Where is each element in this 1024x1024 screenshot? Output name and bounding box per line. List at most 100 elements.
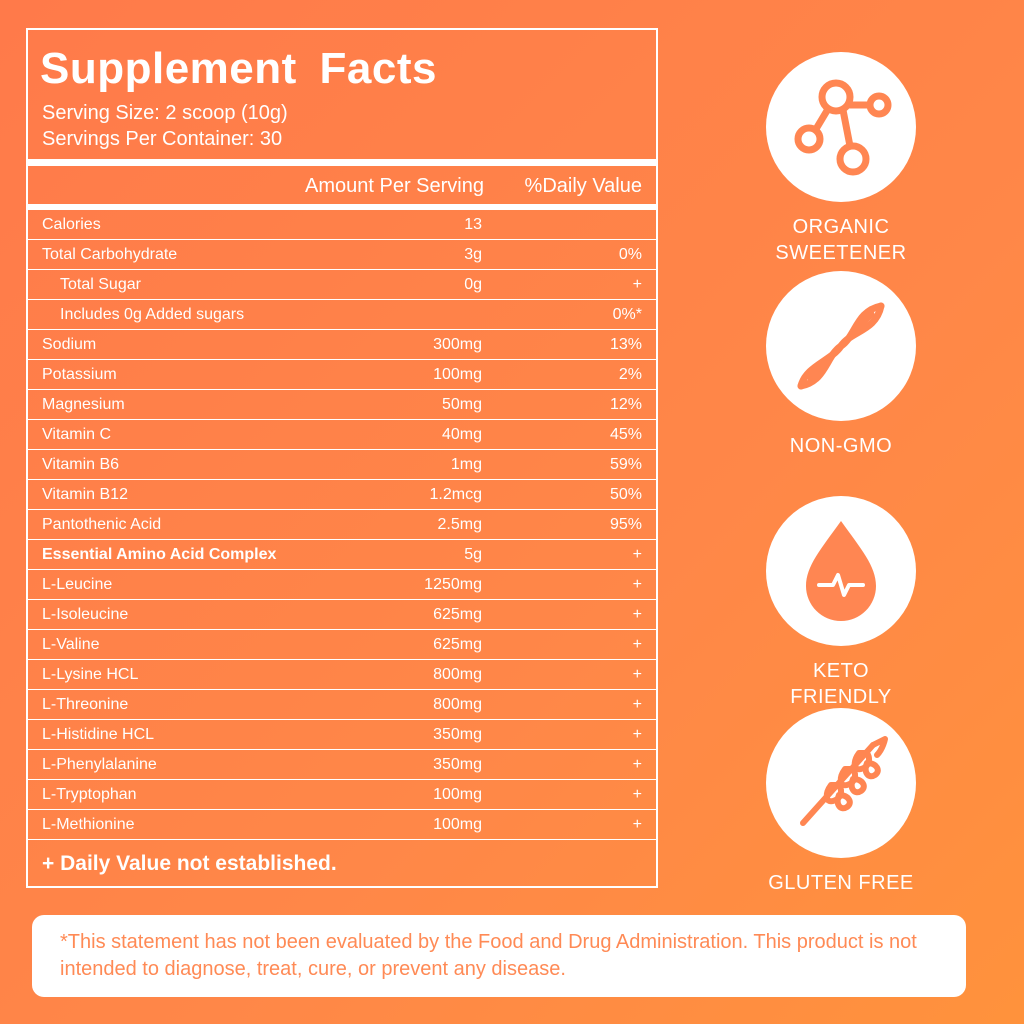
nutrient-dv: + xyxy=(632,756,642,773)
table-row: Vitamin C 40mg 45% xyxy=(28,420,656,450)
thick-divider xyxy=(28,204,656,210)
badge-label: ORGANIC SWEETENER xyxy=(761,214,921,266)
nutrient-dv: + xyxy=(632,726,642,743)
nutrient-dv: + xyxy=(632,816,642,833)
nutrient-dv: + xyxy=(632,546,642,563)
nutrient-name: Total Carbohydrate xyxy=(42,246,178,263)
nutrient-amount: 1.2mcg xyxy=(429,486,482,503)
nutrient-amount: 625mg xyxy=(433,606,482,623)
nutrient-amount: 1250mg xyxy=(424,576,482,593)
table-row: Potassium 100mg 2% xyxy=(28,360,656,390)
nutrient-name: Sodium xyxy=(42,336,97,353)
nutrient-dv: + xyxy=(632,576,642,593)
nutrient-dv: + xyxy=(632,636,642,653)
table-row: L-Leucine 1250mg + xyxy=(28,570,656,600)
daily-value-footnote: + Daily Value not established. xyxy=(42,852,337,875)
nutrient-name: L-Methionine xyxy=(42,816,135,833)
nutrient-name: L-Histidine HCL xyxy=(42,726,155,743)
nutrient-amount: 300mg xyxy=(433,336,482,353)
nutrient-dv: + xyxy=(632,276,642,293)
badge-circle xyxy=(766,708,916,858)
badge-label-line: NON-GMO xyxy=(789,435,893,457)
nutrient-amount: 800mg xyxy=(433,666,482,683)
table-row: Essential Amino Acid Complex 5g + xyxy=(28,540,656,570)
table-row: L-Phenylalanine 350mg + xyxy=(28,750,656,780)
fda-disclaimer: *This statement has not been evaluated b… xyxy=(32,915,966,997)
table-row: Sodium 300mg 13% xyxy=(28,330,656,360)
table-row: Calories 13 xyxy=(28,210,656,240)
badge-non-gmo: NON-GMO xyxy=(761,271,921,459)
nutrient-dv: + xyxy=(632,606,642,623)
nutrient-amount: 0g xyxy=(464,276,482,293)
badge-keto-friendly: KETO FRIENDLY xyxy=(761,496,921,710)
thick-divider xyxy=(28,159,656,166)
badge-label: NON-GMO xyxy=(761,433,921,459)
nutrient-name: Potassium xyxy=(42,366,117,383)
nutrient-dv: 45% xyxy=(609,426,642,443)
nutrient-dv: 12% xyxy=(609,396,642,413)
nutrient-dv: 13% xyxy=(609,336,642,353)
nutrient-amount: 800mg xyxy=(433,696,482,713)
nutrient-name: L-Isoleucine xyxy=(42,606,129,623)
nutrient-name: L-Valine xyxy=(42,636,100,653)
nutrient-name: Vitamin B12 xyxy=(42,486,128,503)
nutrient-name: Magnesium xyxy=(42,396,125,413)
servings-per-container: Servings Per Container: 30 xyxy=(42,128,283,150)
badge-gluten-free: GLUTEN FREE xyxy=(761,708,921,896)
nutrient-dv: + xyxy=(632,786,642,803)
molecule-icon xyxy=(794,79,892,176)
nutrient-dv: 2% xyxy=(618,366,642,383)
nutrient-amount: 625mg xyxy=(433,636,482,653)
nutrient-amount: 100mg xyxy=(433,366,482,383)
drop-pulse-icon xyxy=(806,521,876,621)
wheat-icon xyxy=(800,736,888,826)
badge-organic-sweetener: ORGANIC SWEETENER xyxy=(761,52,921,266)
nutrient-name: Pantothenic Acid xyxy=(42,516,162,533)
nutrient-name: L-Lysine HCL xyxy=(42,666,139,683)
nutrient-name: Vitamin B6 xyxy=(42,456,120,473)
table-row: Vitamin B12 1.2mcg 50% xyxy=(28,480,656,510)
nutrient-dv: 50% xyxy=(609,486,642,503)
nutrient-name: Calories xyxy=(42,216,101,233)
nutrient-amount: 13 xyxy=(464,216,482,233)
nutrient-name: Includes 0g Added sugars xyxy=(60,306,245,323)
facts-title: Supplement Facts xyxy=(40,44,437,93)
table-row: Pantothenic Acid 2.5mg 95% xyxy=(28,510,656,540)
nutrient-dv: 59% xyxy=(609,456,642,473)
nutrient-rows: Calories 13 Total Carbohydrate 3g 0% Total … xyxy=(28,210,656,840)
nutrient-name: L-Threonine xyxy=(42,696,129,713)
nutrient-amount: 1mg xyxy=(450,456,482,473)
table-row: Vitamin B6 1mg 59% xyxy=(28,450,656,480)
nutrient-dv: + xyxy=(632,666,642,683)
badge-label: KETO FRIENDLY xyxy=(761,658,921,710)
nutrient-name: L-Phenylalanine xyxy=(42,756,157,773)
table-row: L-Lysine HCL 800mg + xyxy=(28,660,656,690)
table-row: L-Threonine 800mg + xyxy=(28,690,656,720)
table-row: Total Sugar 0g + xyxy=(28,270,656,300)
table-row: Magnesium 50mg 12% xyxy=(28,390,656,420)
nutrient-name: L-Tryptophan xyxy=(42,786,137,803)
badge-circle xyxy=(766,271,916,421)
nutrient-amount: 3g xyxy=(464,246,482,263)
nutrient-dv: 95% xyxy=(609,516,642,533)
badge-label-line: SWEETENER xyxy=(775,242,907,264)
table-row: L-Tryptophan 100mg + xyxy=(28,780,656,810)
table-row: L-Valine 625mg + xyxy=(28,630,656,660)
nutrient-dv: 0%* xyxy=(612,306,642,323)
header-amount-per-serving: Amount Per Serving xyxy=(305,175,484,197)
nutrient-amount: 2.5mg xyxy=(437,516,482,533)
nutrient-amount: 100mg xyxy=(433,786,482,803)
table-row: Total Carbohydrate 3g 0% xyxy=(28,240,656,270)
nutrient-amount: 50mg xyxy=(441,396,482,413)
table-row: Includes 0g Added sugars 0%* xyxy=(28,300,656,330)
nutrient-name: Essential Amino Acid Complex xyxy=(42,546,277,563)
nutrient-dv: 0% xyxy=(618,246,642,263)
nutrient-name: Total Sugar xyxy=(60,276,141,293)
badge-label: GLUTEN FREE xyxy=(761,870,921,896)
nutrient-name: L-Leucine xyxy=(42,576,113,593)
nutrient-amount: 350mg xyxy=(433,726,482,743)
table-row: L-Histidine HCL 350mg + xyxy=(28,720,656,750)
table-row: L-Methionine 100mg + xyxy=(28,810,656,840)
dna-icon xyxy=(797,302,885,390)
supplement-facts-panel: Supplement Facts Serving Size: 2 scoop (… xyxy=(26,28,658,888)
